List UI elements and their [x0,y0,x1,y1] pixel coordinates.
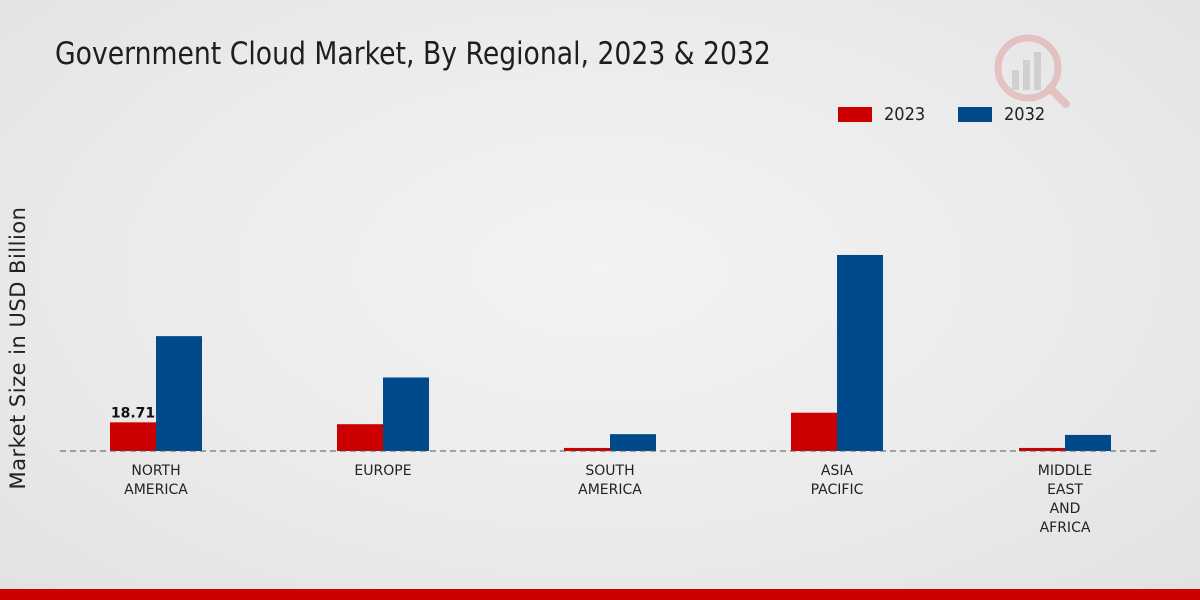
x-tick-label-1: EUROPE [354,463,411,479]
legend-item-2032: 2032 [958,104,1050,125]
x-tick-label-0: NORTH AMERICA [124,463,188,498]
bar-2032-north-america [156,336,202,451]
bar-2032-south-america [610,434,656,451]
legend-item-2023: 2023 [838,104,930,125]
chart-title: Government Cloud Market, By Regional, 20… [55,36,771,72]
bottom-accent-bar [0,589,1200,600]
bar-2023-middle-east-and-africa [1019,447,1065,451]
bar-2032-europe [383,377,429,451]
legend-label-2023: 2023 [884,104,926,125]
x-tick-label-3: ASIA PACIFIC [811,463,864,498]
bar-2032-asia-pacific [837,254,883,451]
legend-swatch-2023 [838,107,872,122]
bar-2023-north-america [110,422,156,451]
legend-swatch-2032 [958,107,992,122]
x-tick-label-2: SOUTH AMERICA [578,463,642,498]
bar-2032-middle-east-and-africa [1065,434,1111,451]
data-label-0: 18.71 [111,405,155,421]
bar-2023-south-america [564,447,610,451]
x-tick-label-4: MIDDLE EAST AND AFRICA [1038,463,1092,536]
watermark-logo-icon [994,34,1070,108]
bar-2023-asia-pacific [791,412,837,451]
legend-label-2032: 2032 [1004,104,1046,125]
bar-2023-europe [337,424,383,451]
